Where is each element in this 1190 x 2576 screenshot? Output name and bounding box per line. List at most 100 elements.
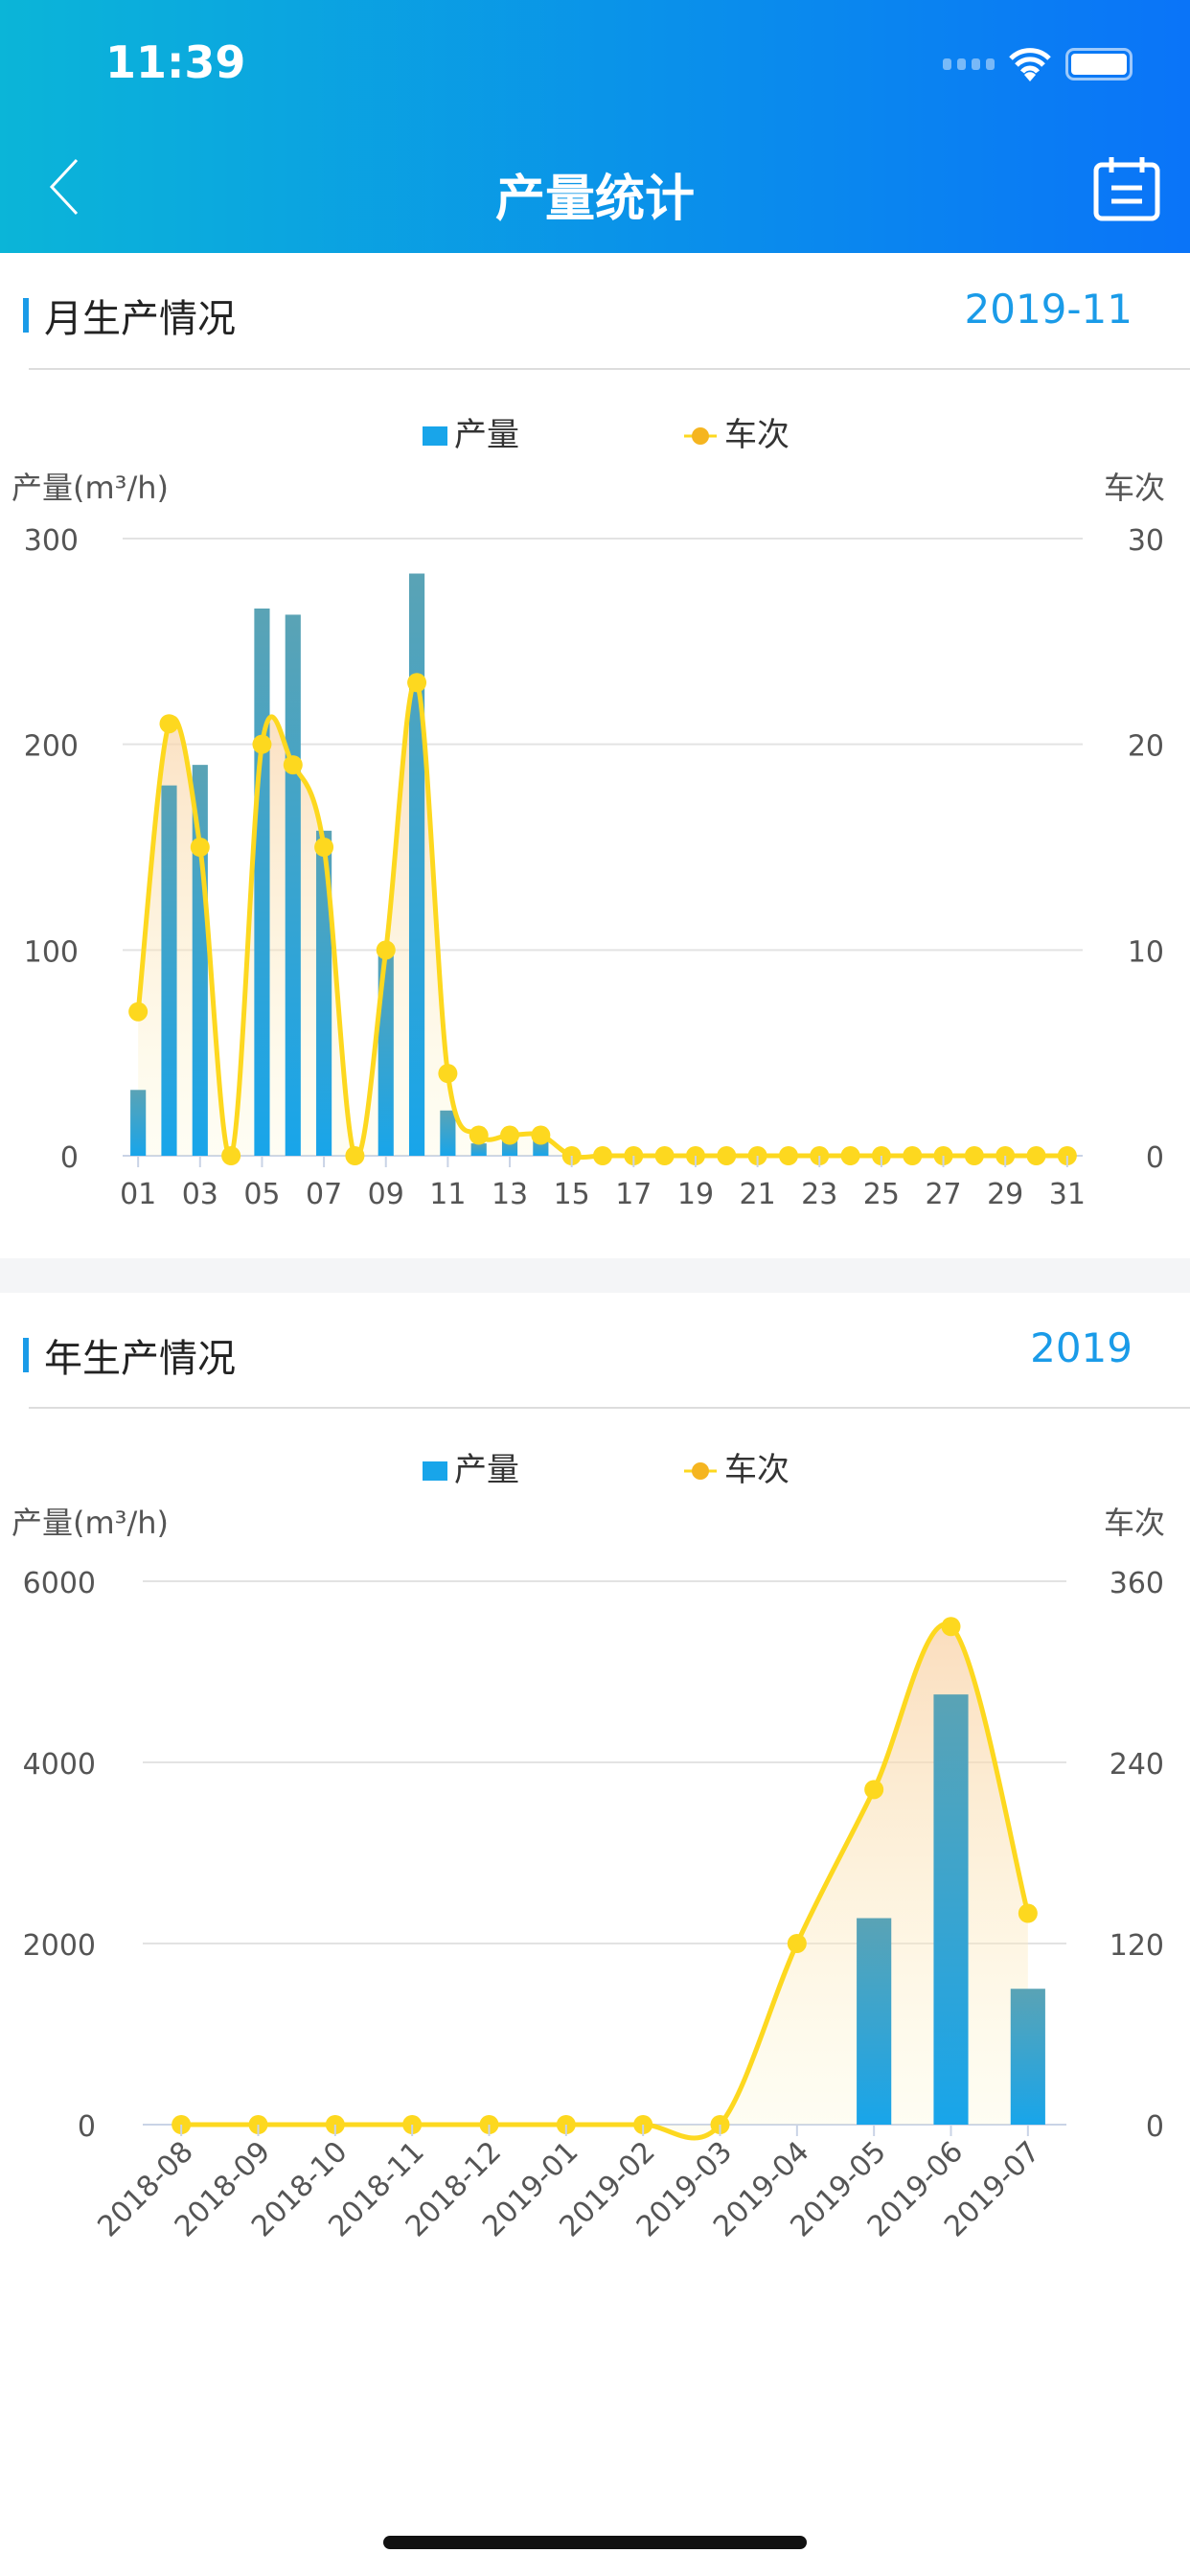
y-axis-title: 产量(m³/h) <box>11 1505 169 1541</box>
y2-tick-label: 360 <box>1110 1567 1164 1600</box>
home-indicator <box>383 2536 807 2549</box>
x-tick-label: 21 <box>740 1178 776 1211</box>
legend-line-marker <box>692 427 709 445</box>
point-16 <box>593 1146 612 1165</box>
bar-01 <box>130 1090 147 1156</box>
line-area <box>181 1623 1028 2138</box>
battery-icon <box>1065 48 1133 80</box>
bar-07 <box>316 830 332 1156</box>
y-tick-label: 6000 <box>23 1567 96 1600</box>
x-tick-label: 31 <box>1049 1178 1086 1211</box>
page-title: 产量统计 <box>494 171 695 228</box>
point-2019-04 <box>787 1934 807 1953</box>
x-tick-label: 17 <box>615 1178 652 1211</box>
point-02 <box>159 714 179 734</box>
point-2019-06 <box>941 1617 961 1637</box>
legend-label: 产量 <box>454 416 519 454</box>
bar-2019-07 <box>1010 1989 1045 2125</box>
x-tick-label: 11 <box>429 1178 466 1211</box>
bar-06 <box>285 614 301 1156</box>
x-tick-label: 13 <box>492 1178 528 1211</box>
y2-tick-label: 10 <box>1128 935 1164 969</box>
series-line <box>181 1622 1031 2141</box>
legend-line-marker <box>692 1462 709 1480</box>
section-separator <box>0 1258 1190 1293</box>
bar-02 <box>161 785 177 1156</box>
point-18 <box>654 1146 675 1165</box>
point-03 <box>190 838 210 857</box>
y-tick-label: 300 <box>24 524 79 558</box>
bar-2019-06 <box>933 1694 969 2125</box>
y2-tick-label: 0 <box>1146 1141 1164 1175</box>
legend-bar-swatch <box>423 426 447 446</box>
point-11 <box>438 1064 458 1084</box>
y-tick-label: 4000 <box>23 1748 96 1782</box>
series-line <box>135 678 1067 1161</box>
point-30 <box>1026 1146 1046 1165</box>
x-tick-label: 15 <box>554 1178 590 1211</box>
point-13 <box>500 1125 520 1145</box>
legend-label: 车次 <box>724 1451 790 1489</box>
x-tick-label: 23 <box>801 1178 837 1211</box>
calendar-icon[interactable] <box>1092 155 1161 222</box>
point-07 <box>314 838 334 857</box>
y2-axis-title: 车次 <box>1104 470 1165 506</box>
point-28 <box>964 1146 984 1165</box>
legend-bar-swatch <box>423 1461 447 1481</box>
point-05 <box>252 734 272 754</box>
divider <box>29 368 1190 370</box>
x-tick-label: 19 <box>677 1178 714 1211</box>
bar-12 <box>470 1143 487 1156</box>
point-10 <box>407 673 427 693</box>
legend-label: 产量 <box>454 1451 519 1489</box>
point-14 <box>531 1125 551 1145</box>
monthly-section-title: 月生产情况 <box>23 288 236 343</box>
point-06 <box>283 755 303 775</box>
point-26 <box>903 1146 923 1165</box>
yearly-date-picker[interactable]: 2019 <box>1030 1324 1133 1371</box>
y-axis-title: 产量(m³/h) <box>11 470 169 506</box>
bar-05 <box>254 608 270 1156</box>
divider <box>29 1407 1190 1409</box>
y-tick-label: 2000 <box>23 1929 96 1963</box>
y-tick-label: 100 <box>24 935 79 969</box>
point-20 <box>717 1146 737 1165</box>
bar-2019-05 <box>857 1918 892 2125</box>
x-tick-label: 05 <box>243 1178 280 1211</box>
y2-tick-label: 20 <box>1128 730 1164 764</box>
yearly-section-title: 年生产情况 <box>23 1327 236 1383</box>
nav-header: 11:39 产量统计 <box>0 0 1190 253</box>
point-2019-05 <box>864 1780 884 1800</box>
y-tick-label: 200 <box>24 730 79 764</box>
x-tick-label: 07 <box>306 1178 342 1211</box>
point-2019-07 <box>1018 1903 1038 1923</box>
point-04 <box>221 1146 241 1165</box>
x-tick-label: 27 <box>925 1178 961 1211</box>
monthly-date-picker[interactable]: 2019-11 <box>964 286 1133 333</box>
y-tick-label: 0 <box>60 1141 79 1175</box>
legend-label: 车次 <box>724 416 790 454</box>
point-01 <box>128 1001 149 1022</box>
bar-10 <box>408 573 425 1156</box>
point-22 <box>778 1146 798 1165</box>
wifi-icon <box>1009 48 1051 81</box>
point-09 <box>376 940 396 960</box>
point-08 <box>345 1146 365 1165</box>
x-tick-label: 29 <box>987 1178 1023 1211</box>
x-tick-label: 09 <box>368 1178 404 1211</box>
point-24 <box>840 1146 860 1165</box>
bar-11 <box>440 1110 456 1156</box>
status-time: 11:39 <box>105 36 246 88</box>
y2-tick-label: 0 <box>1146 2110 1164 2144</box>
back-button[interactable] <box>46 158 84 216</box>
x-tick-label: 25 <box>863 1178 900 1211</box>
y2-tick-label: 30 <box>1128 524 1164 558</box>
x-tick-label: 01 <box>120 1178 156 1211</box>
line-area <box>138 680 1067 1158</box>
y2-tick-label: 120 <box>1110 1929 1164 1963</box>
signal-icon <box>943 58 995 70</box>
point-12 <box>469 1125 489 1145</box>
y-tick-label: 0 <box>78 2110 96 2144</box>
